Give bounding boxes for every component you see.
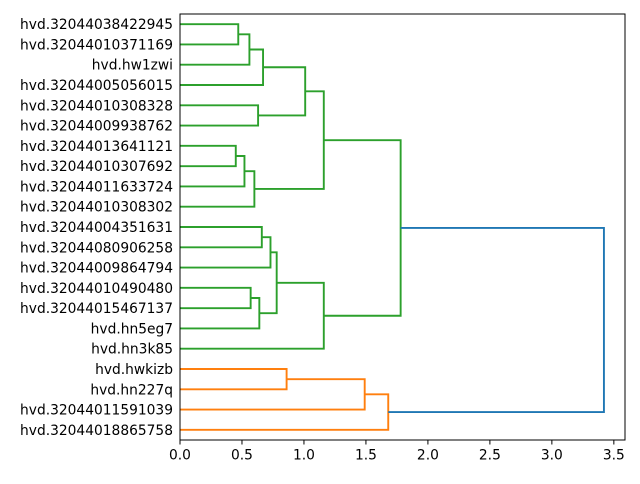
dendrogram-link-M19 — [388, 227, 605, 414]
leaf-label-13: hvd.32044010490480 — [20, 281, 173, 297]
dendrogram-link-M2 — [180, 48, 264, 86]
dendrogram-link-M3 — [180, 104, 260, 127]
dendrogram-link-M13 — [259, 251, 278, 315]
dendrogram-link-M5 — [180, 144, 237, 168]
leaf-label-14: hvd.32044015467137 — [20, 301, 173, 317]
leaf-label-18: hvd.hn227q — [90, 382, 173, 398]
dendrogram-link-M4 — [258, 66, 307, 117]
leaf-label-16: hvd.hn3k85 — [91, 342, 173, 358]
leaf-label-5: hvd.32044009938762 — [20, 119, 173, 135]
leaf-label-6: hvd.32044013641121 — [20, 139, 173, 155]
x-tick-label-2: 1.0 — [293, 448, 315, 464]
x-tick-label-3: 1.5 — [355, 448, 377, 464]
dendrogram-link-M10 — [180, 236, 272, 269]
dendrogram-link-M1 — [180, 33, 251, 66]
dendrogram-link-M6 — [180, 155, 246, 188]
dendrogram-link-M7 — [180, 170, 256, 208]
dendrogram-link-M9 — [180, 226, 263, 249]
dendrogram-link-M11 — [180, 286, 252, 310]
x-tick-label-4: 2.0 — [417, 448, 439, 464]
x-tick-label-6: 3.0 — [541, 448, 563, 464]
dendrogram-link-M18 — [180, 393, 390, 431]
leaf-label-9: hvd.32044010308302 — [20, 200, 173, 216]
dendrogram-link-M8 — [254, 90, 325, 190]
leaf-label-3: hvd.32044005056015 — [20, 78, 173, 94]
x-tick-label-1: 0.5 — [231, 448, 253, 464]
leaf-label-20: hvd.32044018865758 — [20, 423, 173, 439]
leaf-label-8: hvd.32044011633724 — [20, 179, 173, 195]
leaf-label-0: hvd.32044038422945 — [20, 17, 173, 33]
leaf-label-15: hvd.hn5eg7 — [91, 321, 173, 337]
leaf-label-2: hvd.hw1zwi — [92, 58, 173, 74]
dendrogram-link-M16 — [180, 368, 288, 391]
leaf-label-19: hvd.32044011591039 — [20, 403, 173, 419]
dendrogram-link-M14 — [180, 281, 325, 350]
leaf-label-1: hvd.32044010371169 — [20, 37, 173, 53]
axes-frame — [179, 13, 626, 441]
leaf-label-4: hvd.32044010308328 — [20, 98, 173, 114]
x-tick-label-5: 2.5 — [479, 448, 501, 464]
dendrogram-link-M17 — [180, 378, 366, 411]
x-tick-label-0: 0.0 — [169, 448, 191, 464]
leaf-label-17: hvd.hwkizb — [95, 362, 173, 378]
leaf-label-7: hvd.32044010307692 — [20, 159, 173, 175]
dendrogram-link-M15 — [323, 139, 402, 317]
leaf-label-12: hvd.32044009864794 — [20, 261, 173, 277]
dendrogram-link-M0 — [180, 23, 240, 46]
dendrogram-link-M12 — [180, 297, 261, 330]
leaf-label-10: hvd.32044004351631 — [20, 220, 173, 236]
x-tick-label-7: 3.5 — [603, 448, 625, 464]
leaf-label-11: hvd.32044080906258 — [20, 240, 173, 256]
